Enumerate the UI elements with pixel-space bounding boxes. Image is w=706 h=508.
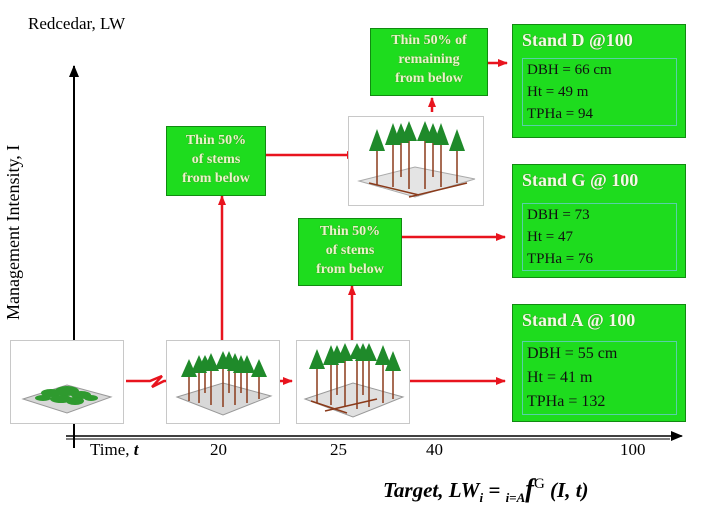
target-lhs-sub: i [479, 490, 484, 506]
thin-box-3: Thin 50% of remaining from below [370, 28, 488, 96]
stand-d-box: Stand D @100 DBH = 66 cm Ht = 49 m TPHa … [512, 24, 686, 138]
thin-box-2-line-3: from below [316, 262, 384, 277]
stand-age-20-image [166, 340, 280, 424]
stand-a-title: Stand A @ 100 [522, 310, 636, 330]
thin-box-1-line-1: Thin 50% [185, 133, 247, 148]
diagram-title: Redcedar, LW [28, 14, 126, 33]
stand-d-title: Stand D @100 [522, 30, 633, 50]
target-formula: Target, LWi = i=AfG (I, t) [383, 474, 589, 506]
stand-d-tpha: TPHa = 94 [527, 106, 593, 122]
target-sup: G [533, 476, 545, 492]
thin-box-1-line-3: from below [182, 171, 250, 186]
target-f: f [525, 474, 534, 503]
thin-box-2: Thin 50% of stems from below [298, 218, 402, 286]
thin-box-1-line-2: of stems [191, 152, 241, 167]
x-tick-100: 100 [620, 440, 646, 459]
stand-g-box: Stand G @ 100 DBH = 73 Ht = 47 TPHa = 76 [512, 164, 686, 278]
stand-a-dbh: DBH = 55 cm [527, 345, 618, 362]
x-tick-40: 40 [426, 440, 443, 459]
stand-age-25-image [296, 340, 410, 424]
x-axis-label-var: t [133, 440, 139, 459]
thin-box-3-line-2: remaining [398, 52, 460, 67]
thin-box-3-line-3: from below [395, 71, 463, 86]
target-under: i=A [505, 490, 526, 506]
stand-a-ht: Ht = 41 m [527, 369, 593, 386]
x-axis-label: Time, t [90, 440, 139, 460]
stand-d-ht: Ht = 49 m [527, 84, 589, 100]
stand-g-dbh: DBH = 73 [527, 207, 590, 223]
stand-g-title: Stand G @ 100 [522, 170, 639, 190]
x-tick-25: 25 [330, 440, 347, 459]
young-stand-image [10, 340, 124, 424]
stand-a-tpha: TPHa = 132 [527, 393, 606, 410]
thin-box-2-line-2: of stems [325, 243, 375, 258]
x-tick-20: 20 [210, 440, 227, 459]
thin-box-2-line-1: Thin 50% [319, 224, 381, 239]
stand-a-stats: DBH = 55 cm Ht = 41 m TPHa = 132 [522, 341, 677, 415]
stand-age-40-image [348, 116, 484, 206]
x-axis-label-prefix: Time, [90, 440, 134, 459]
target-comma: , [438, 478, 449, 502]
thin-box-1: Thin 50% of stems from below [166, 126, 266, 196]
target-word: Target [383, 478, 439, 502]
stand-g-tpha: TPHa = 76 [527, 251, 593, 267]
target-equals: = [483, 478, 506, 502]
thin-box-3-line-1: Thin 50% of [391, 33, 467, 48]
stand-a-box: Stand A @ 100 DBH = 55 cm Ht = 41 m TPHa… [512, 304, 686, 422]
stand-d-dbh: DBH = 66 cm [527, 62, 612, 78]
stand-g-stats: DBH = 73 Ht = 47 TPHa = 76 [522, 203, 677, 271]
target-args: (I, t) [544, 478, 589, 502]
target-lhs: LW [448, 478, 480, 502]
stand-g-ht: Ht = 47 [527, 229, 573, 245]
stand-d-stats: DBH = 66 cm Ht = 49 m TPHa = 94 [522, 58, 677, 126]
